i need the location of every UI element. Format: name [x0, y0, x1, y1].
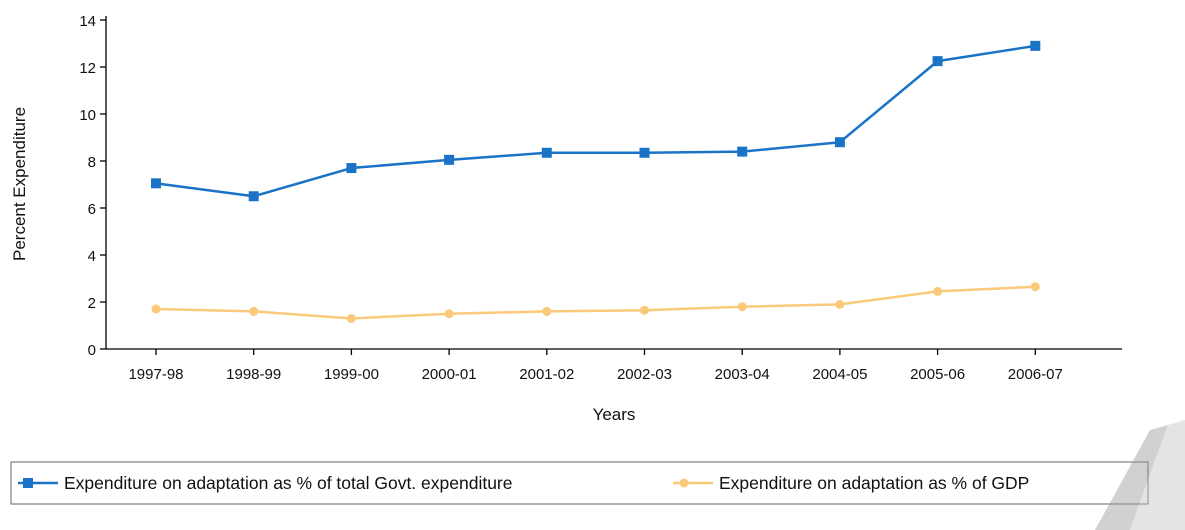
series-layer	[151, 40, 1041, 323]
data-point	[834, 137, 845, 148]
data-point	[249, 306, 259, 316]
y-tick-label: 0	[88, 342, 96, 359]
x-tick-label: 2004-05	[812, 366, 867, 383]
x-tick-label: 2000-01	[422, 366, 477, 383]
legend: Expenditure on adaptation as % of total …	[10, 461, 1149, 505]
data-point	[1030, 282, 1040, 292]
x-tick-label: 2005-06	[910, 366, 965, 383]
data-point	[151, 304, 161, 314]
watermark-brush-mark	[1095, 420, 1185, 530]
y-tick-label: 14	[79, 13, 96, 30]
data-point	[151, 178, 161, 189]
x-axis: 1997-98 1998-99 1999-00 2000-01 2001-02 2002-…	[106, 348, 1122, 383]
x-tick-label: 2003-04	[715, 366, 770, 383]
series-line	[155, 285, 1036, 320]
data-point	[542, 306, 552, 316]
y-tick-label: 6	[88, 201, 96, 218]
legend-label-gdp: Expenditure on adaptation as % of GDP	[719, 473, 1029, 493]
data-point	[737, 302, 747, 312]
y-axis: 0 2 4 6 8 10 12 14	[79, 13, 107, 359]
data-point	[346, 313, 356, 323]
x-tick-label: 2006-07	[1008, 366, 1063, 383]
legend-square-marker	[23, 478, 33, 488]
series-1	[151, 282, 1040, 323]
data-point	[639, 147, 650, 158]
data-point	[933, 286, 943, 296]
data-point	[932, 56, 943, 67]
legend-item-govt-expenditure: Expenditure on adaptation as % of total …	[18, 473, 513, 493]
data-point	[444, 309, 454, 319]
x-tick-label: 2001-02	[519, 366, 574, 383]
y-axis-title: Percent Expenditure	[10, 107, 29, 261]
data-point	[346, 163, 357, 174]
data-point	[1030, 40, 1041, 51]
series-line	[155, 44, 1036, 198]
legend-label-govt-expenditure: Expenditure on adaptation as % of total …	[64, 473, 513, 493]
y-tick-label: 4	[88, 248, 96, 265]
legend-frame	[10, 461, 1149, 505]
legend-circle-marker	[679, 478, 689, 488]
data-point	[640, 305, 649, 315]
data-point	[737, 146, 748, 157]
x-tick-label: 1999-00	[324, 366, 379, 383]
y-tick-label: 8	[88, 154, 96, 171]
data-point	[835, 299, 845, 309]
y-tick-label: 12	[79, 60, 96, 77]
x-tick-label: 1998-99	[226, 366, 281, 383]
x-tick-label: 1997-98	[128, 366, 183, 383]
legend-item-gdp: Expenditure on adaptation as % of GDP	[673, 473, 1029, 493]
data-point	[541, 147, 552, 158]
series-0	[151, 40, 1041, 202]
x-tick-label: 2002-03	[617, 366, 672, 383]
data-point	[444, 154, 455, 165]
y-tick-label: 10	[79, 107, 96, 124]
x-axis-title: Years	[593, 405, 636, 424]
data-point	[248, 191, 259, 202]
y-tick-label: 2	[88, 295, 96, 312]
